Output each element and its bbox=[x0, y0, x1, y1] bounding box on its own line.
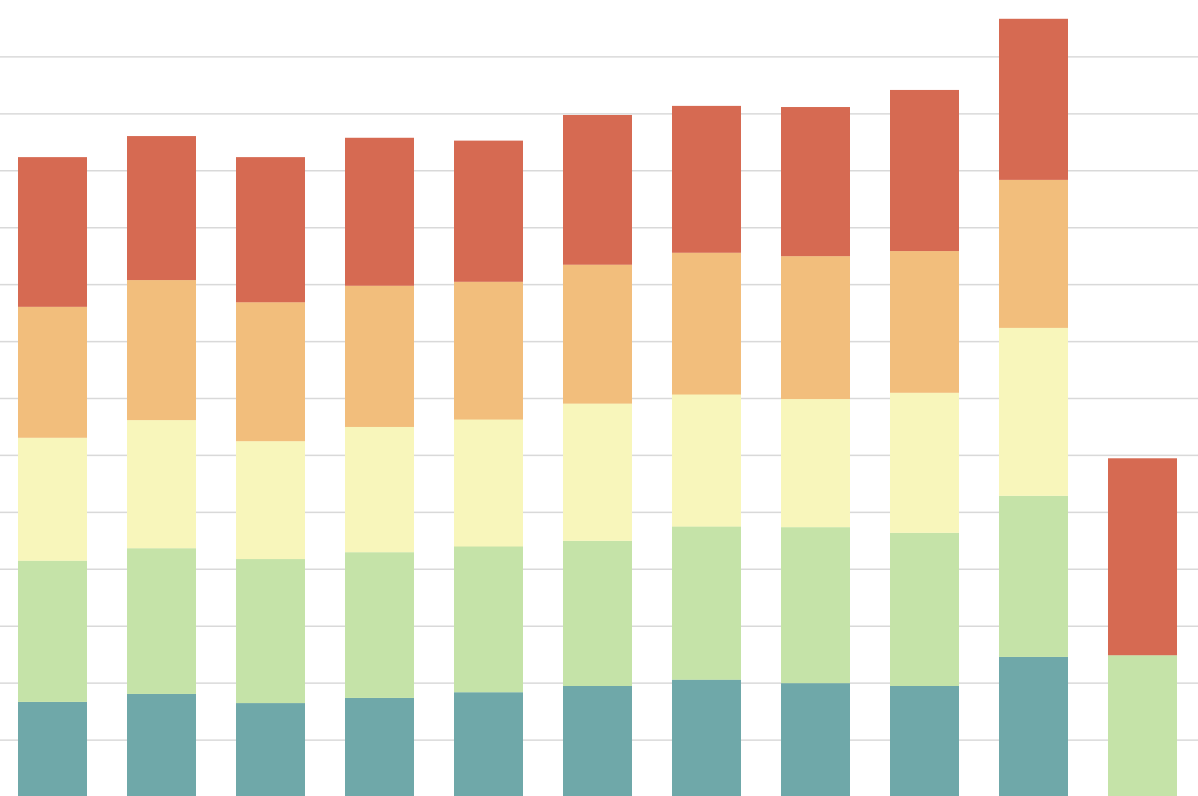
bar-segment bbox=[1108, 655, 1177, 796]
bar-segment bbox=[236, 302, 305, 442]
bar-segment bbox=[563, 403, 632, 541]
bar-segment bbox=[890, 392, 959, 533]
bar-segment bbox=[672, 105, 741, 253]
bar-segment bbox=[18, 701, 87, 796]
bar-segment bbox=[1108, 458, 1177, 656]
bar-segment bbox=[454, 140, 523, 282]
bar-segment bbox=[672, 679, 741, 796]
bar-segment bbox=[454, 546, 523, 693]
bar-segment bbox=[999, 495, 1068, 657]
bar-segment bbox=[345, 426, 414, 553]
bar-segment bbox=[563, 114, 632, 265]
bar-segment bbox=[999, 327, 1068, 496]
bar-segment bbox=[781, 527, 850, 684]
bar-segment bbox=[999, 179, 1068, 328]
bar-segment bbox=[236, 157, 305, 303]
bar-segment bbox=[345, 285, 414, 427]
bar-segment bbox=[781, 399, 850, 528]
bar-segment bbox=[127, 280, 196, 421]
bar-segment bbox=[18, 306, 87, 438]
bar-segment bbox=[672, 394, 741, 527]
bar-segment bbox=[890, 251, 959, 393]
bar-segment bbox=[781, 256, 850, 400]
bar-segment bbox=[999, 18, 1068, 180]
bar-segment bbox=[345, 137, 414, 286]
bar-segment bbox=[236, 703, 305, 796]
bar-segment bbox=[18, 437, 87, 561]
bar-segment bbox=[781, 683, 850, 796]
bar-segment bbox=[563, 264, 632, 404]
bar-segment bbox=[890, 532, 959, 686]
bar-segment bbox=[672, 252, 741, 395]
bar-segment bbox=[345, 552, 414, 698]
bar-segment bbox=[999, 656, 1068, 796]
bar-segment bbox=[127, 693, 196, 796]
bar-segment bbox=[236, 559, 305, 704]
bar-segment bbox=[890, 685, 959, 796]
bar-segment bbox=[236, 441, 305, 560]
bar-segment bbox=[18, 157, 87, 307]
bar-segment bbox=[890, 89, 959, 252]
bar-segment bbox=[454, 281, 523, 420]
bar-segment bbox=[127, 420, 196, 549]
bar-segment bbox=[563, 685, 632, 796]
bar-segment bbox=[18, 560, 87, 702]
bar-segment bbox=[672, 526, 741, 680]
bar-segment bbox=[454, 692, 523, 796]
bar-segment bbox=[127, 136, 196, 281]
bar-segment bbox=[781, 107, 850, 257]
bar-segment bbox=[345, 697, 414, 796]
bar-segment bbox=[454, 419, 523, 547]
bar-segment bbox=[563, 540, 632, 686]
bar-segment bbox=[127, 548, 196, 694]
